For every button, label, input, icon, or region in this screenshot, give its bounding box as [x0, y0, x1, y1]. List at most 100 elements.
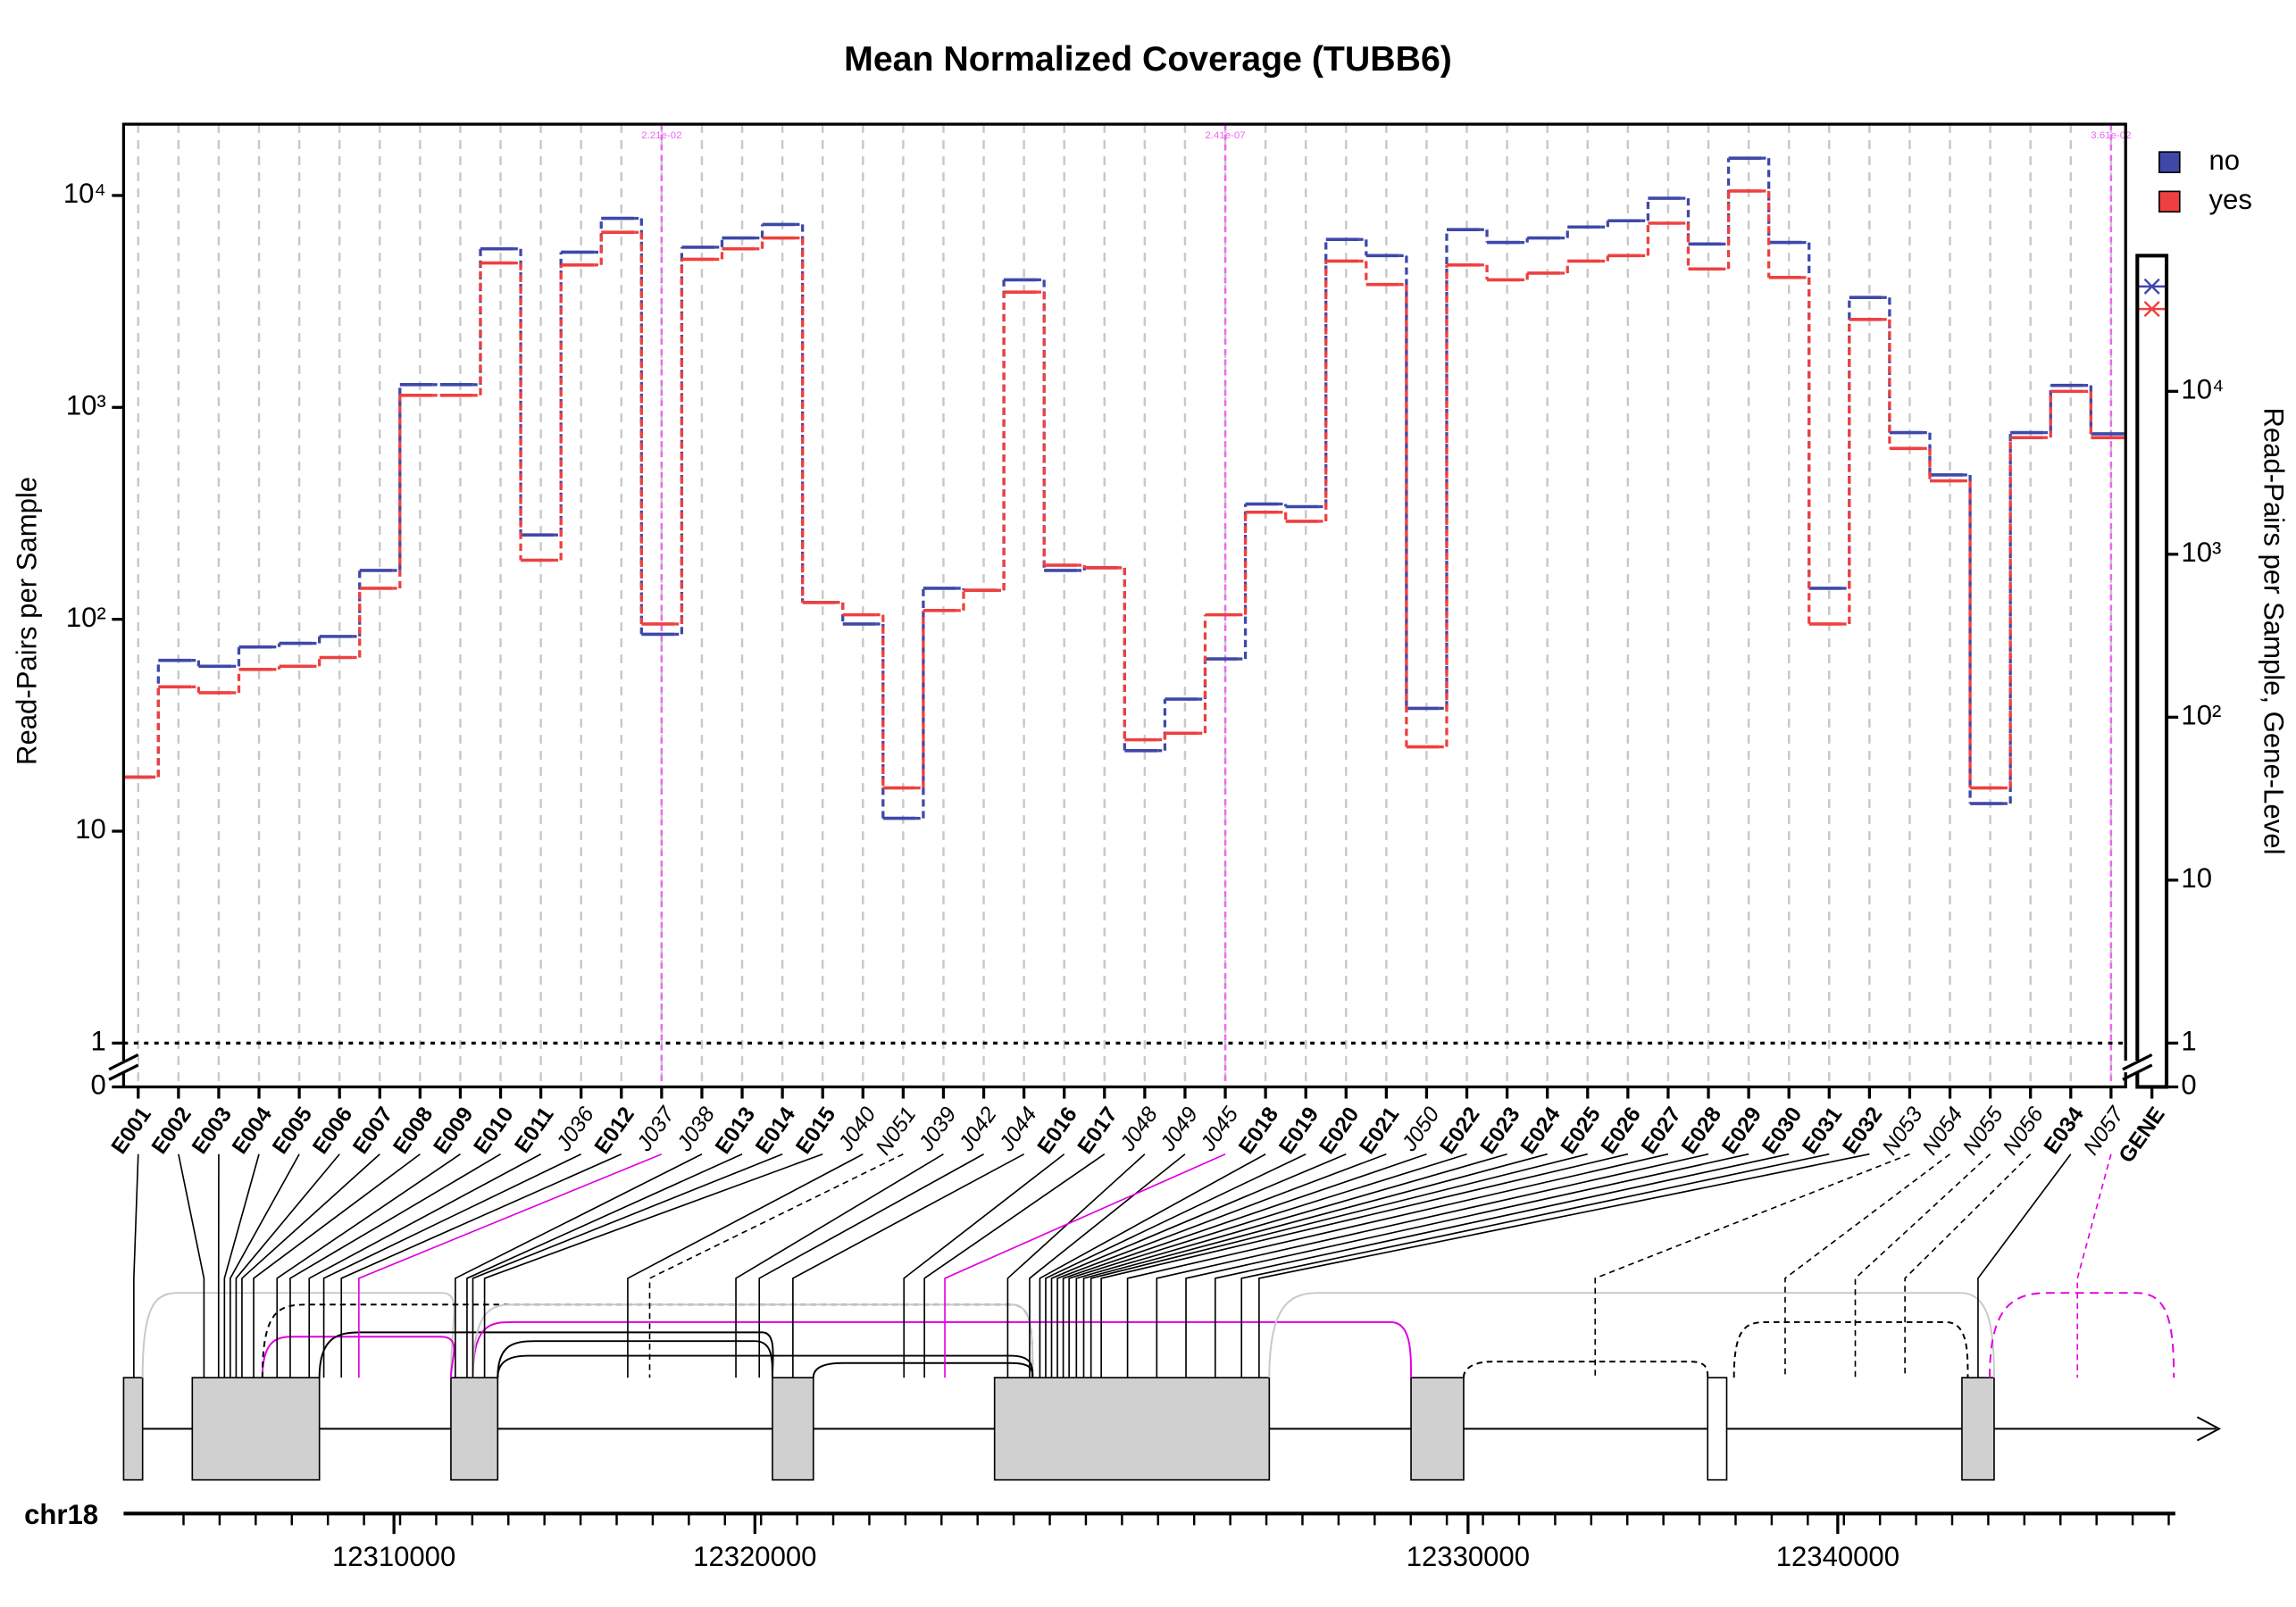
y2-axis-label: Read-Pairs per Sample, Gene-Level	[2258, 407, 2290, 854]
feature-connector	[1214, 1153, 1790, 1378]
y2-tick-label: 10⁴	[2181, 374, 2224, 405]
junction-arc	[261, 1336, 455, 1378]
feature-connector	[1977, 1153, 2072, 1378]
feature-connector	[322, 1153, 582, 1378]
strand-arrow	[2196, 1416, 2222, 1442]
feature-connector	[241, 1153, 380, 1378]
y2-tick-label: 10²	[2181, 700, 2221, 731]
feature-connector	[1006, 1153, 1146, 1378]
feature-connector	[1068, 1153, 1467, 1378]
y-tick-label: 0	[90, 1070, 105, 1101]
genome-tick-label: 12330000	[1407, 1541, 1530, 1572]
exon-block	[772, 1377, 814, 1481]
exon-block	[1410, 1377, 1465, 1481]
genome-axis-label: chr18	[24, 1499, 98, 1530]
gene-level-marker	[2143, 301, 2160, 318]
genome-tick-label: 12320000	[693, 1541, 816, 1572]
feature-connector	[178, 1153, 205, 1378]
feature-connector	[1039, 1153, 1266, 1378]
legend-label: yes	[2209, 184, 2252, 215]
feature-connector	[455, 1153, 703, 1378]
annotation-label: 3.61e-02	[2091, 130, 2131, 141]
feature-connector	[472, 1153, 783, 1378]
legend-swatch	[2158, 151, 2181, 173]
feature-connector	[1075, 1153, 1507, 1378]
junction-arc	[812, 1361, 1034, 1378]
feature-connector	[903, 1153, 1065, 1378]
feature-connector	[1062, 1153, 1427, 1378]
feature-connector	[340, 1153, 622, 1378]
feature-connector	[308, 1153, 541, 1378]
feature-connector	[466, 1153, 743, 1378]
exon-block	[1961, 1377, 1995, 1481]
genome-tick-label: 12310000	[332, 1541, 455, 1572]
feature-connector	[253, 1153, 421, 1378]
feature-connector	[133, 1153, 139, 1378]
annotation-label: 2.41e-07	[1205, 130, 1245, 141]
chart-title: Mean Normalized Coverage (TUBB6)	[844, 39, 1452, 79]
feature-connector	[1126, 1153, 1669, 1378]
exon-block	[993, 1377, 1271, 1481]
legend-swatch	[2158, 190, 2181, 213]
junction-arc	[497, 1354, 1034, 1378]
exon-block	[191, 1377, 321, 1481]
y-axis-label: Read-Pairs per Sample	[11, 477, 42, 765]
junction-arc	[1462, 1361, 1709, 1378]
y-tick-label: 10²	[66, 602, 106, 633]
feature-connector	[223, 1153, 260, 1378]
exon-block	[1707, 1377, 1728, 1481]
y-tick-label: 1	[90, 1026, 105, 1057]
plot-frame	[121, 122, 2127, 1089]
exon-blocks	[122, 1377, 1995, 1481]
y2-tick-label: 0	[2181, 1070, 2196, 1101]
y2-tick-label: 10³	[2181, 537, 2221, 568]
junction-arc	[497, 1340, 773, 1378]
axis-break	[108, 1053, 139, 1081]
feature-connector	[1056, 1153, 1387, 1378]
feature-connector	[289, 1153, 501, 1378]
y-tick-label: 10⁴	[63, 178, 106, 209]
feature-connector	[1904, 1153, 2032, 1378]
feature-connector	[1258, 1153, 1870, 1378]
y2-tick-label: 10	[2181, 862, 2212, 894]
feature-connector	[235, 1153, 340, 1378]
feature-connector	[2076, 1153, 2112, 1378]
feature-connector	[758, 1153, 984, 1378]
feature-connector	[230, 1153, 300, 1378]
feature-connector	[1100, 1153, 1629, 1378]
gene-model	[122, 1292, 2222, 1481]
axis-break	[2122, 1053, 2153, 1081]
feature-connector	[358, 1153, 663, 1378]
annotation-label: 2.21e-02	[641, 130, 681, 141]
feature-connector	[1854, 1153, 1991, 1378]
gene-level-marker	[2143, 278, 2160, 295]
feature-connector	[648, 1153, 904, 1378]
junction-arc	[1989, 1292, 2175, 1378]
feature-connector	[923, 1153, 1106, 1378]
feature-connector	[1050, 1153, 1347, 1378]
feature-connector	[627, 1153, 864, 1378]
feature-connector	[483, 1153, 823, 1378]
feature-connector	[1045, 1153, 1307, 1378]
y-tick-label: 10³	[66, 390, 106, 421]
feature-connector	[735, 1153, 944, 1378]
genome-tick-label: 12340000	[1776, 1541, 1899, 1572]
feature-connector	[1090, 1153, 1588, 1378]
feature-connector	[1594, 1153, 1910, 1378]
feature-connector	[1156, 1153, 1709, 1378]
exon-block	[122, 1377, 144, 1481]
junction-arc	[472, 1320, 1413, 1378]
feature-connector	[1185, 1153, 1749, 1378]
legend-label: no	[2209, 145, 2241, 176]
junction-arc	[472, 1303, 1034, 1378]
junction-arc	[141, 1292, 455, 1378]
feature-connector	[944, 1153, 1226, 1378]
feature-connector	[792, 1153, 1024, 1378]
feature-connector	[276, 1153, 461, 1378]
y2-tick-label: 1	[2181, 1026, 2196, 1057]
y-tick-label: 10	[75, 813, 106, 845]
feature-connector	[1082, 1153, 1548, 1378]
